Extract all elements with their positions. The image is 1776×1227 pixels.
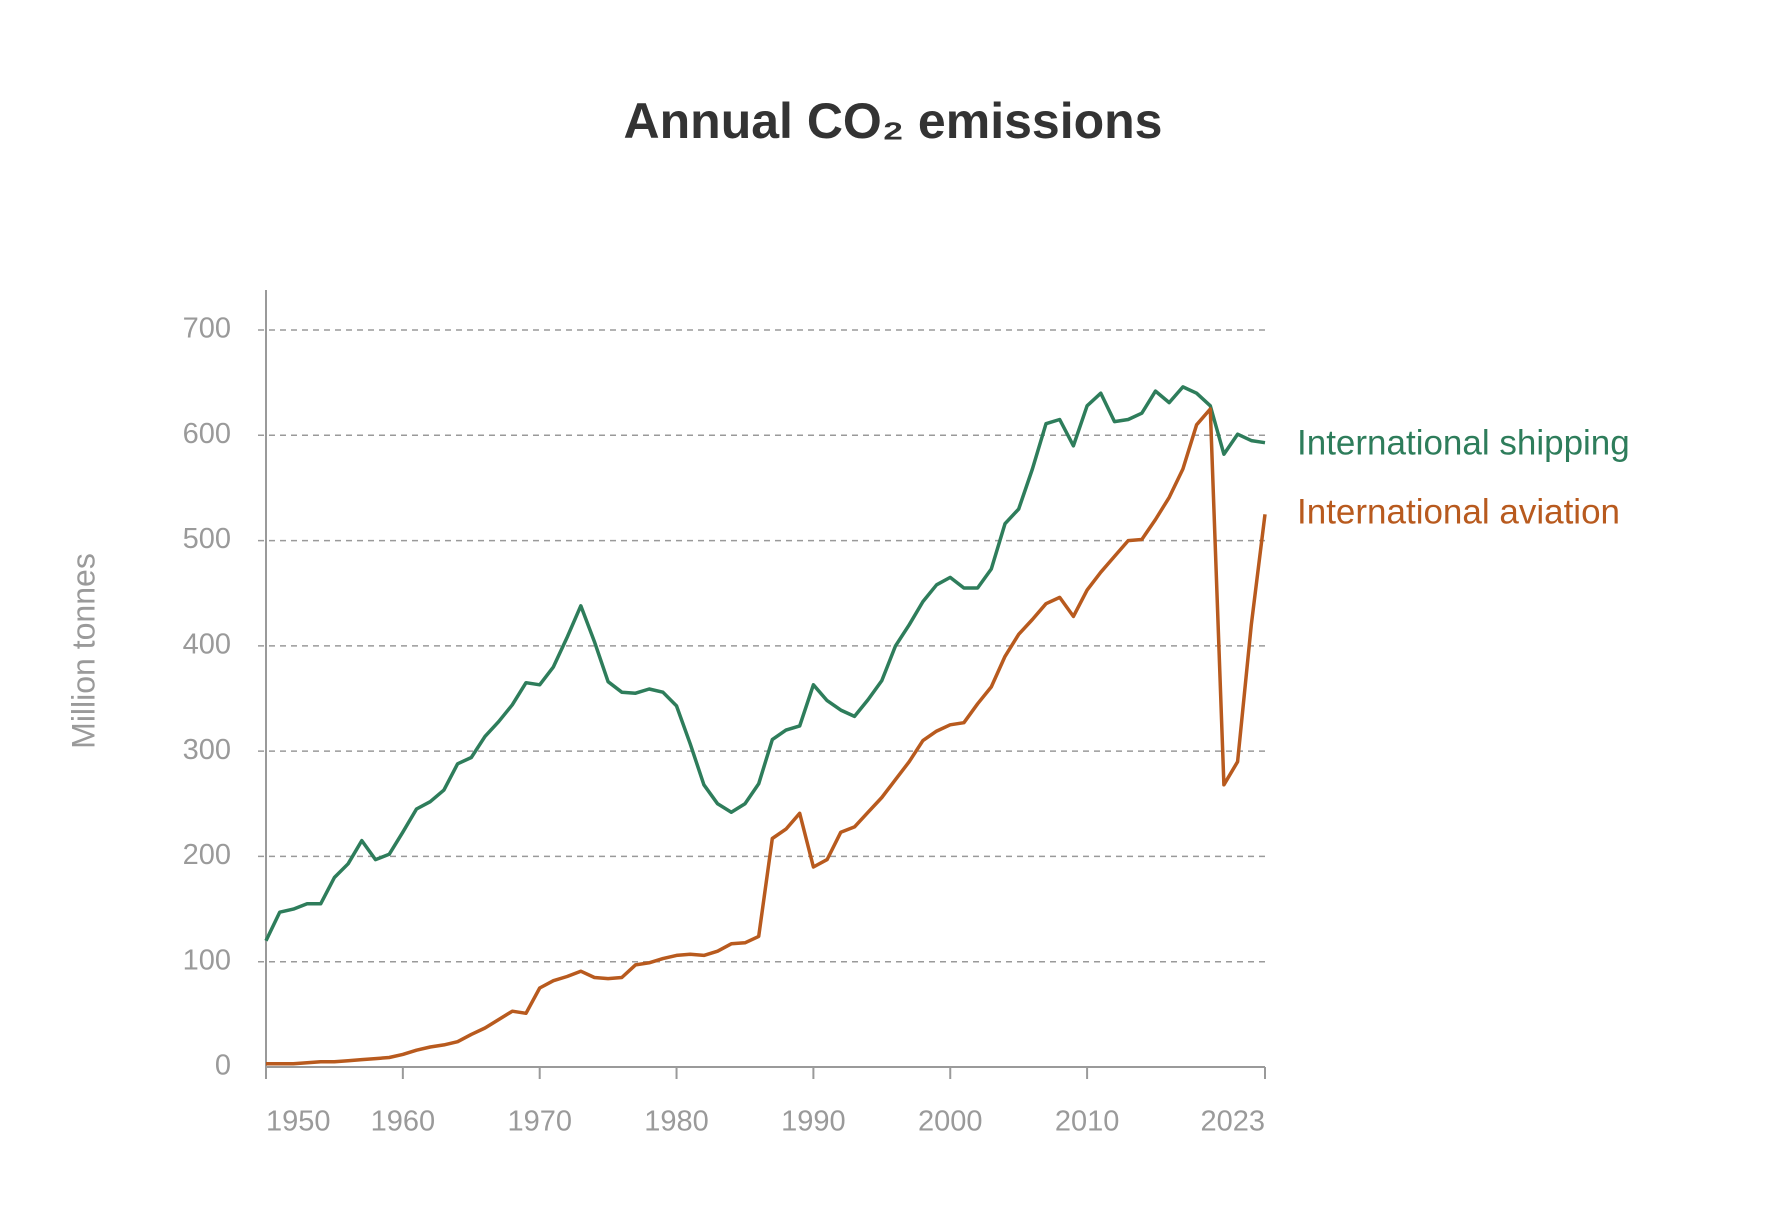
chart-title: Annual CO₂ emissions: [624, 93, 1163, 149]
legend-label: International aviation: [1297, 492, 1620, 531]
y-tick-label: 300: [183, 734, 231, 766]
x-tick-label: 1960: [371, 1106, 436, 1138]
x-tick-label: 2010: [1055, 1106, 1120, 1138]
x-tick-label: 1950: [266, 1106, 331, 1138]
y-tick-label: 200: [183, 839, 231, 871]
x-tick-label: 1970: [507, 1106, 572, 1138]
x-tick-label: 1990: [781, 1106, 846, 1138]
x-tick-label: 2000: [918, 1106, 983, 1138]
y-tick-label: 700: [183, 313, 231, 345]
y-tick-label: 500: [183, 523, 231, 555]
x-tick-label: 1980: [644, 1106, 709, 1138]
y-tick-label: 100: [183, 944, 231, 976]
y-tick-label: 0: [215, 1050, 231, 1082]
legend-label: International shipping: [1297, 423, 1630, 462]
series-line: [264, 385, 1266, 942]
series-line: [266, 407, 1267, 1066]
y-tick-label: 400: [183, 629, 231, 661]
y-axis-label: Million tonnes: [65, 553, 101, 749]
y-tick-label: 600: [183, 418, 231, 450]
x-tick-label: 2023: [1200, 1106, 1265, 1138]
